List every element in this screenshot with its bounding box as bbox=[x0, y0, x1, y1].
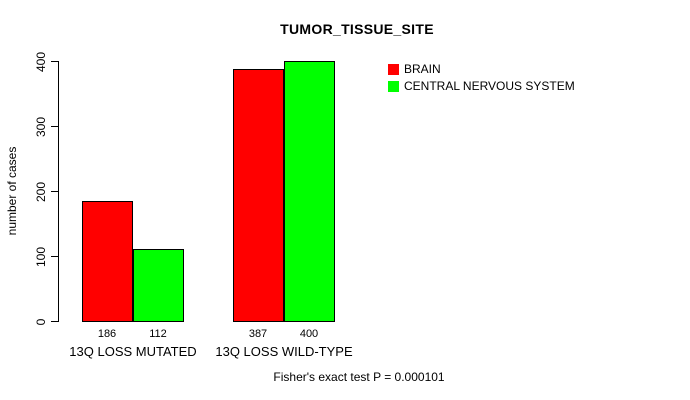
bar-brain-13q-loss-mutated bbox=[82, 201, 133, 322]
y-tick-label: 400 bbox=[34, 51, 48, 73]
y-axis-tick bbox=[51, 191, 59, 192]
category-label-13q-loss-wild-type: 13Q LOSS WILD-TYPE bbox=[215, 344, 353, 359]
y-axis-tick bbox=[51, 126, 59, 127]
legend-label-cns: CENTRAL NERVOUS SYSTEM bbox=[404, 79, 575, 93]
y-axis-title: number of cases bbox=[5, 146, 19, 236]
fisher-test-annotation: Fisher's exact test P = 0.000101 bbox=[273, 370, 445, 384]
plot-area: 0 100 200 300 400 number of cases 186 11… bbox=[5, 52, 353, 359]
y-axis-tick bbox=[51, 256, 59, 257]
bar-brain-13q-loss-wild-type bbox=[233, 69, 284, 322]
legend-row-brain: BRAIN bbox=[388, 62, 575, 76]
chart-title: TUMOR_TISSUE_SITE bbox=[280, 21, 434, 37]
bar-cns-13q-loss-wild-type bbox=[284, 61, 335, 322]
y-axis-tick bbox=[51, 321, 59, 322]
y-axis-tick bbox=[51, 61, 59, 62]
bar-count-label: 186 bbox=[97, 328, 117, 340]
bar-count-label: 112 bbox=[149, 328, 167, 340]
legend-row-cns: CENTRAL NERVOUS SYSTEM bbox=[388, 79, 575, 93]
legend-swatch-cns bbox=[388, 80, 399, 92]
y-tick-label: 300 bbox=[34, 116, 48, 138]
legend-label-brain: BRAIN bbox=[404, 62, 441, 76]
legend-swatch-brain bbox=[388, 63, 399, 75]
y-tick-label: 0 bbox=[34, 318, 48, 326]
bar-count-label: 400 bbox=[299, 328, 319, 340]
legend: BRAIN CENTRAL NERVOUS SYSTEM bbox=[388, 62, 575, 96]
bar-count-label: 387 bbox=[248, 328, 268, 340]
bar-cns-13q-loss-mutated bbox=[133, 249, 184, 322]
category-label-13q-loss-mutated: 13Q LOSS MUTATED bbox=[69, 344, 197, 359]
y-tick-label: 100 bbox=[34, 246, 48, 268]
y-tick-label: 200 bbox=[34, 181, 48, 203]
